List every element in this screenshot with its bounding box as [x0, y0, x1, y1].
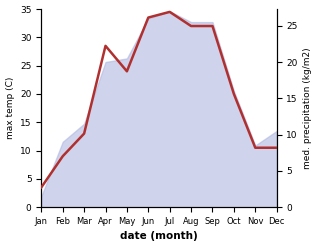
- X-axis label: date (month): date (month): [120, 231, 198, 242]
- Y-axis label: med. precipitation (kg/m2): med. precipitation (kg/m2): [303, 47, 313, 169]
- Y-axis label: max temp (C): max temp (C): [5, 77, 15, 139]
